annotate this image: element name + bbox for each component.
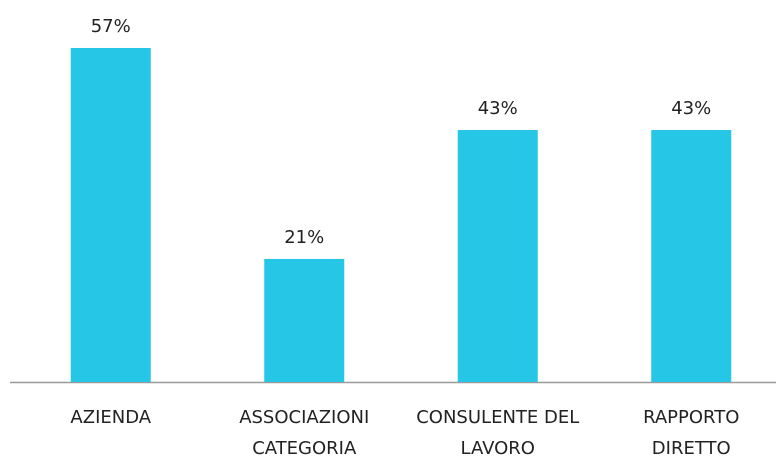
value-label: 43% <box>478 98 518 119</box>
category-label: ASSOCIAZIONI CATEGORIA <box>239 407 370 459</box>
value-label: 21% <box>284 227 324 248</box>
category-label: CONSULENTE DEL LAVORO <box>416 407 580 459</box>
bar <box>457 130 538 382</box>
bar <box>651 130 732 382</box>
bar <box>70 47 151 382</box>
value-label: 43% <box>671 98 711 119</box>
bar <box>264 258 345 382</box>
category-label: RAPPORTO DIRETTO <box>643 407 740 459</box>
value-label: 57% <box>91 16 131 37</box>
category-label: AZIENDA <box>70 407 152 428</box>
